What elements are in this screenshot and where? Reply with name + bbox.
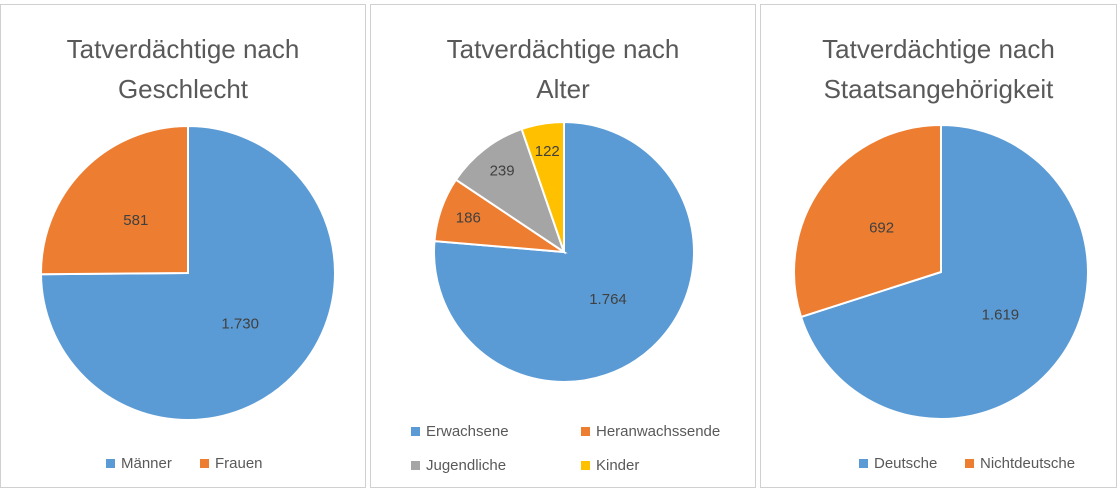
legend-swatch [411,426,420,436]
pie-chart: 1.764 186 239 122 [433,120,695,383]
pie-slice [40,124,189,276]
data-label: 692 [869,220,894,237]
pie-chart: 1.730 581 [39,124,336,421]
legend-item: Jugendliche [411,457,506,474]
chart-panel: 1.730 581 Männer Frauen Tatverdächtige nach … [0,4,366,488]
data-label: 1.764 [589,291,627,308]
legend-label: Jugendliche [426,457,507,474]
legend-swatch [581,426,590,436]
legend-swatch [106,458,115,468]
pie-slice [454,127,566,255]
pie-slice [793,123,942,319]
legend-swatch [581,460,590,470]
pie-slice [520,120,565,253]
legend-label: Kinder [596,457,640,474]
data-label: 1.619 [982,306,1020,323]
pie-slice [799,123,1089,420]
pie-slice [433,120,695,383]
data-label: 1.730 [221,316,259,333]
data-label: 239 [490,163,515,180]
pie-chart: 1.619 692 [793,123,1089,420]
legend-label: Heranwachssende [596,423,721,440]
legend-swatch [411,460,420,470]
legend-item: Nichtdeutsche [965,455,1075,472]
legend-label: Männer [121,455,172,472]
legend-item: Erwachsene [411,423,509,440]
legend-swatch [965,458,974,468]
chart-panel: 1.764 186 239 122 Erwachsene Heranwachssende J… [370,4,756,488]
data-label: 186 [456,209,481,226]
legend-label: Frauen [215,455,263,472]
legend-item: Deutsche [859,455,937,472]
chart-title: Tatverdächtige nach Staatsangehörigkeit [822,34,1055,104]
legend-item: Frauen [200,455,263,472]
legend-item: Männer [106,455,172,472]
data-label: 581 [123,212,148,229]
legend-swatch [200,458,209,468]
legend-item: Heranwachssende [581,423,720,440]
legend-swatch [859,458,868,468]
chart-title: Tatverdächtige nach Geschlecht [66,34,300,104]
data-label: 122 [535,143,560,160]
chart-panel: 1.619 692 Deutsche Nichtdeutsche Tatverdächt… [760,4,1117,488]
legend-label: Deutsche [874,455,938,472]
legend-label: Erwachsene [426,423,509,440]
legend-item: Kinder [581,457,639,474]
chart-title: Tatverdächtige nach Alter [446,34,680,104]
legend-label: Nichtdeutsche [980,455,1076,472]
